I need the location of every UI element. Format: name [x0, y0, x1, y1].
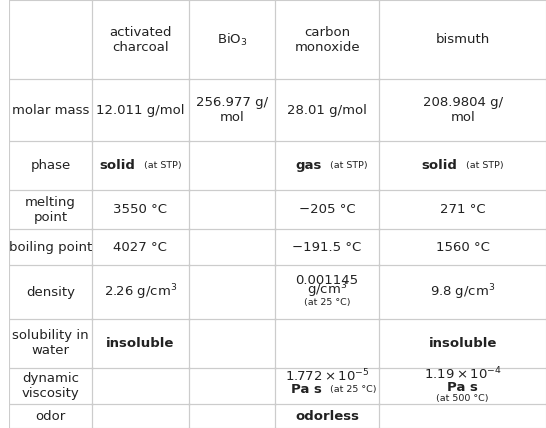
Text: odorless: odorless: [295, 410, 359, 423]
Text: insoluble: insoluble: [106, 337, 175, 350]
Text: melting
point: melting point: [25, 196, 76, 224]
Text: 3550 °C: 3550 °C: [114, 203, 168, 216]
Text: 271 °C: 271 °C: [440, 203, 485, 216]
Text: 256.977 g/
mol: 256.977 g/ mol: [195, 96, 268, 124]
Text: phase: phase: [31, 159, 70, 172]
Text: bismuth: bismuth: [436, 33, 490, 46]
Text: BiO$_3$: BiO$_3$: [217, 32, 247, 48]
Text: insoluble: insoluble: [429, 337, 497, 350]
Text: molar mass: molar mass: [12, 104, 89, 117]
Text: activated
charcoal: activated charcoal: [109, 26, 171, 54]
Text: 0.001145: 0.001145: [295, 273, 359, 287]
Text: boiling point: boiling point: [9, 241, 92, 254]
Text: dynamic
viscosity: dynamic viscosity: [22, 372, 79, 400]
Text: 9.8 g/cm$^3$: 9.8 g/cm$^3$: [430, 282, 495, 302]
Text: (at STP): (at STP): [138, 161, 181, 170]
Text: Pa s: Pa s: [291, 383, 322, 396]
Text: (at 500 °C): (at 500 °C): [436, 394, 489, 403]
Text: solubility in
water: solubility in water: [12, 330, 89, 357]
Text: (at 25 °C): (at 25 °C): [304, 298, 351, 307]
Text: $1.772\times10^{-5}$: $1.772\times10^{-5}$: [285, 367, 370, 384]
Text: 4027 °C: 4027 °C: [114, 241, 168, 254]
Text: (at STP): (at STP): [324, 161, 368, 170]
Text: (at 25 °C): (at 25 °C): [324, 385, 377, 394]
Text: 1560 °C: 1560 °C: [436, 241, 490, 254]
Text: solid: solid: [422, 159, 458, 172]
Text: g/cm$^3$: g/cm$^3$: [307, 281, 347, 300]
Text: −205 °C: −205 °C: [299, 203, 355, 216]
Text: 2.26 g/cm$^3$: 2.26 g/cm$^3$: [104, 282, 177, 302]
Text: $1.19\times10^{-4}$: $1.19\times10^{-4}$: [424, 366, 502, 383]
Text: density: density: [26, 285, 75, 299]
Text: 12.011 g/mol: 12.011 g/mol: [96, 104, 185, 117]
Text: 28.01 g/mol: 28.01 g/mol: [287, 104, 367, 117]
Text: Pa s: Pa s: [447, 380, 478, 394]
Text: 208.9804 g/
mol: 208.9804 g/ mol: [423, 96, 503, 124]
Text: carbon
monoxide: carbon monoxide: [294, 26, 360, 54]
Text: (at STP): (at STP): [460, 161, 503, 170]
Text: −191.5 °C: −191.5 °C: [293, 241, 362, 254]
Text: odor: odor: [35, 410, 66, 423]
Text: gas: gas: [295, 159, 322, 172]
Text: solid: solid: [99, 159, 135, 172]
